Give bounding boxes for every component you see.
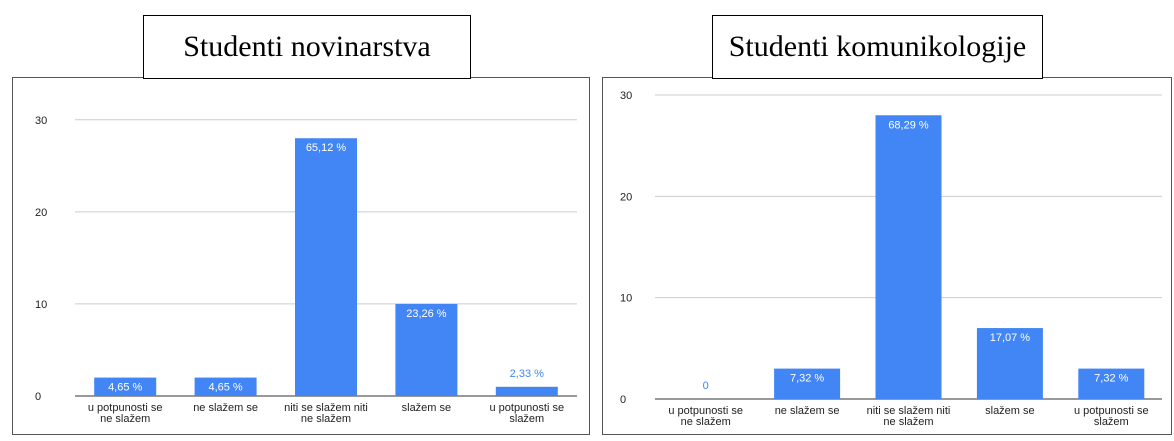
y-tick-label: 0	[35, 391, 41, 403]
chart-komunikologije: 0 10 20 30 0 u potpunosti se ne slažem 7,32 % ne…	[620, 90, 1162, 428]
data-label: 0	[703, 380, 709, 392]
data-label: 65,12 %	[306, 142, 347, 154]
data-label: 17,07 %	[990, 332, 1031, 344]
bar	[94, 377, 157, 396]
chart-panel-komunikologije: 0 10 20 30 0 u potpunosti se ne slažem 7,32 % ne…	[602, 77, 1172, 435]
x-category-label: niti se slažem niti ne slažem	[867, 405, 951, 428]
x-category-label: u potpunosti se ne slažem	[88, 402, 163, 425]
y-tick-label: 0	[620, 394, 626, 406]
y-tick-label: 20	[35, 207, 47, 219]
x-category-label: niti se slažem niti ne slažem	[284, 402, 368, 425]
bar	[295, 138, 357, 396]
data-label: 4,65 %	[108, 382, 142, 394]
y-tick-label: 30	[620, 90, 632, 102]
x-category-label: slažem se	[402, 402, 452, 414]
bar	[194, 377, 257, 396]
chart-panel-novinarstva: 0 10 20 30 4,65 % u potpunosti se ne slažem 4,6…	[12, 77, 590, 435]
bar	[875, 115, 942, 399]
data-label: 4,65 %	[208, 382, 242, 394]
data-label: 7,32 %	[790, 373, 824, 385]
x-category-label: u potpunosti se ne slažem	[668, 405, 743, 428]
bar	[395, 303, 458, 396]
x-category-label: u potpunosti se slažem	[489, 402, 564, 425]
chart-novinarstva: 0 10 20 30 4,65 % u potpunosti se ne slažem 4,6…	[35, 115, 577, 425]
chart-title-novinarstva: Studenti novinarstva	[143, 15, 471, 79]
bar	[976, 328, 1043, 399]
data-label: 2,33 %	[510, 368, 544, 380]
y-tick-label: 30	[35, 115, 47, 127]
x-category-label: slažem se	[985, 405, 1035, 417]
data-label: 68,29 %	[888, 119, 929, 131]
bar	[774, 368, 841, 399]
y-tick-label: 10	[620, 293, 632, 305]
chart-title-komunikologije: Studenti komunikologije	[712, 15, 1043, 79]
x-category-label: ne slažem se	[193, 402, 258, 414]
y-tick-label: 10	[35, 299, 47, 311]
bar	[495, 386, 558, 396]
y-tick-label: 20	[620, 191, 632, 203]
x-category-label: ne slažem se	[775, 405, 840, 417]
bar	[1078, 368, 1145, 399]
data-label: 23,26 %	[406, 308, 447, 320]
data-label: 7,32 %	[1094, 373, 1128, 385]
x-category-label: u potpunosti se slažem	[1074, 405, 1149, 428]
